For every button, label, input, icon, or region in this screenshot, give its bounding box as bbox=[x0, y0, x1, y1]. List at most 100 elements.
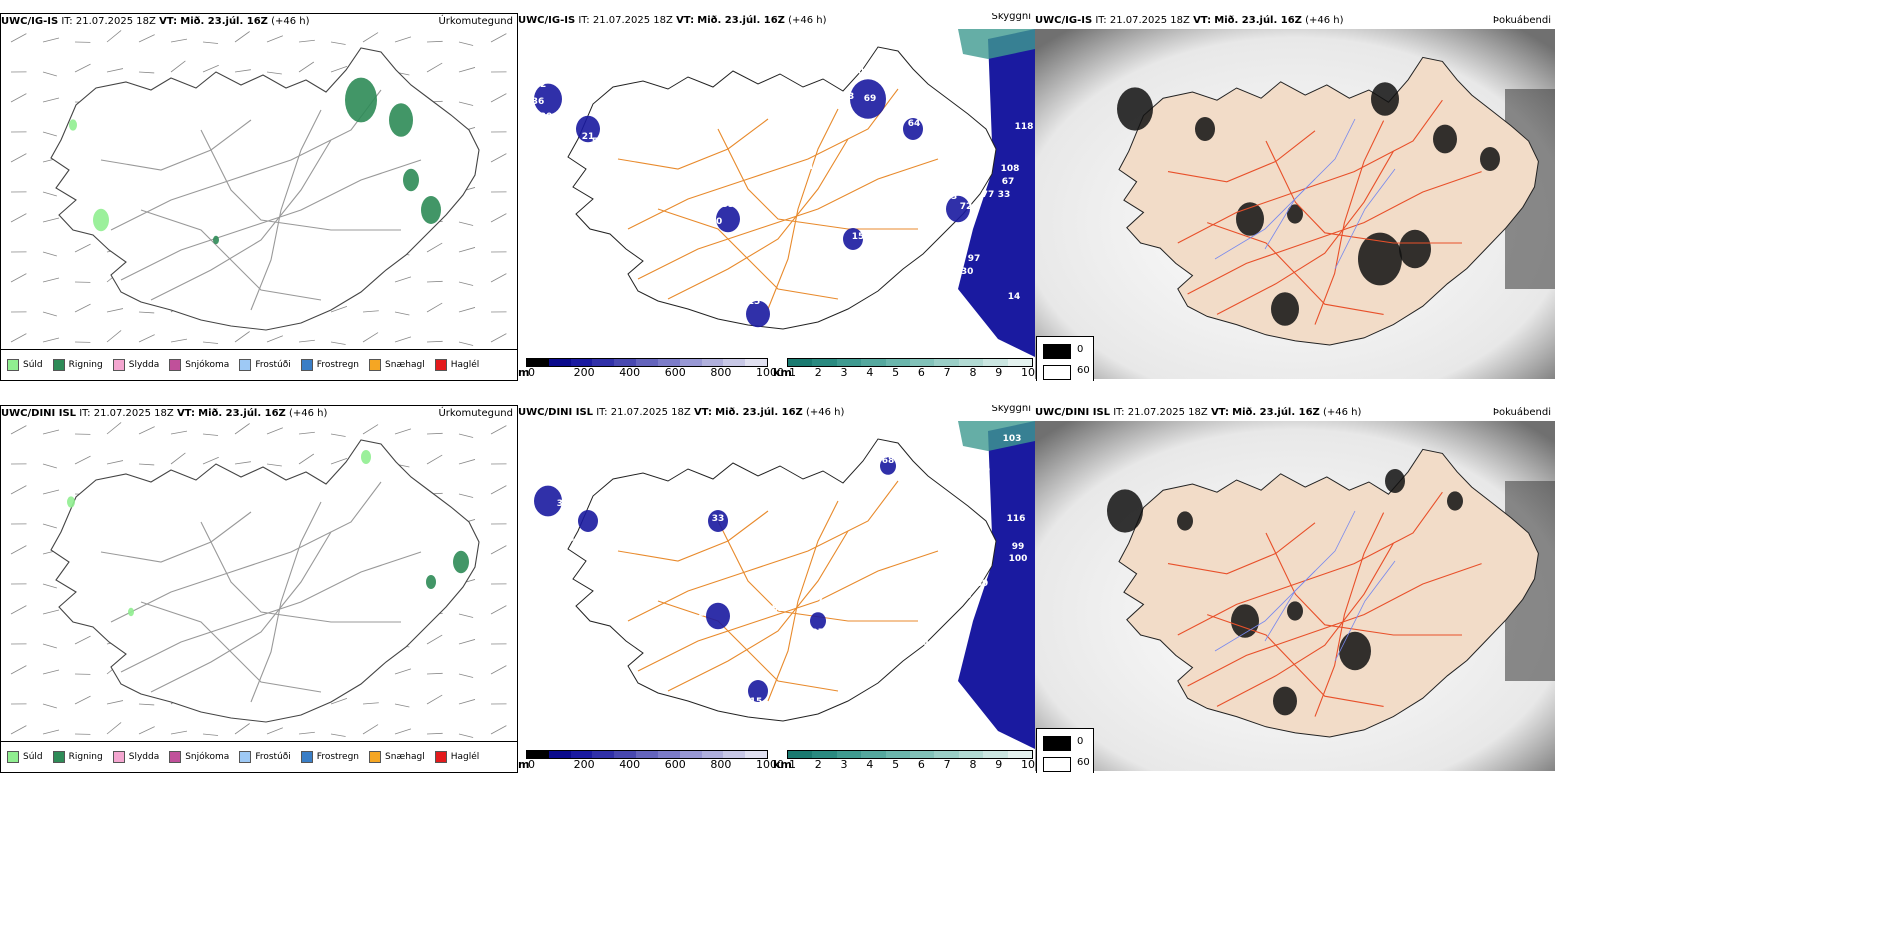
init-time: 21.07.2025 18Z bbox=[1127, 407, 1208, 418]
scale-tick-label: 3 bbox=[840, 758, 848, 771]
road-line bbox=[717, 128, 918, 230]
road-line bbox=[250, 501, 322, 703]
scale-color-step bbox=[836, 751, 862, 758]
cloud-base-area bbox=[843, 228, 863, 250]
precip-legend-swatch bbox=[369, 359, 382, 371]
coastline bbox=[567, 438, 997, 722]
scale-tick-label: 7 bbox=[943, 758, 951, 771]
precip-area bbox=[389, 103, 413, 137]
precip-legend-label: Frostregn bbox=[316, 360, 360, 370]
cloud-base-area bbox=[708, 510, 728, 532]
scale-tick-label: 10 bbox=[1021, 758, 1035, 771]
cloud-base-label: 33 bbox=[712, 514, 725, 524]
wind-barb bbox=[458, 699, 476, 705]
precip-legend-label: Rigning bbox=[68, 752, 103, 762]
road-line bbox=[1216, 150, 1394, 315]
precip-legend: Súld Rigning Slydda Snjókoma Frostúði Frostre… bbox=[1, 349, 517, 380]
scale-color-step bbox=[636, 359, 658, 366]
wind-barb bbox=[170, 338, 188, 343]
wind-barb bbox=[202, 456, 219, 465]
wind-barb bbox=[426, 432, 443, 435]
wind-barb bbox=[42, 463, 57, 469]
panel-header: UWC/IG-IS IT: 21.07.2025 18Z VT: Mið. 23… bbox=[1, 14, 517, 30]
cloud-base-label: 64 bbox=[602, 117, 615, 127]
precip-area bbox=[453, 550, 469, 574]
road-line bbox=[110, 481, 382, 623]
model-name: UWC/IG-IS bbox=[518, 15, 576, 26]
wind-barb bbox=[298, 453, 315, 465]
road-line bbox=[657, 600, 839, 692]
fog-area bbox=[1371, 82, 1399, 116]
scale-tick-label: 5 bbox=[892, 366, 900, 379]
scale-color-step bbox=[723, 751, 746, 758]
scale-bar bbox=[526, 358, 768, 367]
low-visibility-area bbox=[958, 421, 1035, 749]
scale-color-step bbox=[958, 359, 984, 366]
scale-tick-label: 1000 bbox=[756, 758, 784, 771]
wind-barb bbox=[42, 583, 57, 589]
cloud-base-label: 77 bbox=[812, 594, 825, 604]
scale-tick-label: 8 bbox=[969, 758, 977, 771]
fog-area bbox=[1107, 489, 1143, 533]
road-line bbox=[1265, 532, 1462, 636]
init-label: IT: bbox=[79, 408, 91, 419]
precip-area bbox=[345, 77, 377, 123]
scale-color-step bbox=[657, 359, 680, 366]
wind-barb bbox=[362, 310, 379, 313]
wind-barb bbox=[170, 730, 188, 735]
cloud-base-label: 48 bbox=[948, 182, 961, 192]
wind-barb bbox=[42, 729, 60, 735]
scale-color-step bbox=[983, 751, 1008, 758]
fog-legend-white-swatch bbox=[1043, 757, 1071, 772]
wind-barb bbox=[394, 728, 412, 735]
wind-barb bbox=[426, 732, 443, 735]
wind-barb bbox=[298, 39, 315, 43]
wind-barb bbox=[330, 697, 348, 705]
wind-barb bbox=[106, 308, 124, 313]
scale-color-step bbox=[614, 751, 637, 758]
wind-barb bbox=[10, 665, 27, 675]
cloud-base-label: 88 bbox=[944, 252, 957, 262]
cloud-base-label: 106 bbox=[953, 591, 972, 601]
precip-legend-label: Frostúði bbox=[255, 360, 291, 370]
scale-color-step bbox=[836, 359, 862, 366]
model-name: UWC/IG-IS bbox=[1035, 15, 1093, 26]
cloud-base-label: 99 bbox=[1012, 542, 1025, 552]
wind-barb bbox=[10, 545, 27, 555]
model-name: UWC/DINI ISL bbox=[1035, 407, 1111, 418]
precip-legend-label: Frostúði bbox=[255, 752, 291, 762]
scale-color-step bbox=[527, 359, 549, 366]
cloud-base-area bbox=[880, 457, 896, 475]
cloud-base-area bbox=[534, 485, 562, 517]
road-line bbox=[1207, 222, 1384, 315]
precip-legend-swatch bbox=[434, 359, 447, 371]
wind-barb bbox=[266, 35, 283, 43]
wind-barb bbox=[458, 433, 474, 438]
wind-barb bbox=[426, 280, 443, 283]
cloud-base-label: 15 bbox=[750, 697, 763, 707]
wind-barb bbox=[42, 277, 60, 283]
precip-legend-label: Snæhagl bbox=[385, 360, 425, 370]
cloud-base-label: 69 bbox=[864, 94, 877, 104]
wind-barb bbox=[10, 273, 27, 283]
cloud-base-area bbox=[534, 83, 562, 115]
precip-legend-item: Haglél bbox=[434, 751, 479, 763]
precip-legend-label: Súld bbox=[23, 752, 43, 762]
fog-legend-white-swatch bbox=[1043, 365, 1071, 380]
cloud-base-area bbox=[706, 602, 730, 630]
wind-barb bbox=[202, 341, 219, 344]
wind-barb bbox=[170, 60, 186, 73]
cloud-base-area bbox=[903, 118, 923, 140]
scale-tick-label: 2 bbox=[814, 366, 822, 379]
precip-legend-item: Snæhagl bbox=[369, 359, 425, 371]
scale-tick-label: 1 bbox=[789, 758, 796, 771]
scale-unit: m bbox=[518, 366, 530, 379]
cloud-base-label: 97 bbox=[812, 628, 825, 638]
scale-color-step bbox=[910, 751, 935, 758]
scale-bar bbox=[526, 750, 768, 759]
precip-legend-item: Frostúði bbox=[239, 751, 291, 763]
valid-time: Mið. 23.júl. 16Z bbox=[198, 408, 286, 419]
precip-area bbox=[69, 119, 77, 131]
wind-barb bbox=[490, 725, 507, 735]
